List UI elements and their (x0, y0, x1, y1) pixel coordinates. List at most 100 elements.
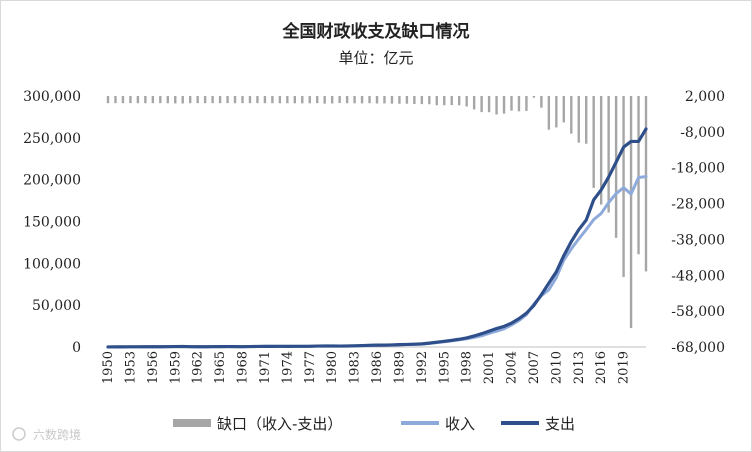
deficit-bar (353, 96, 356, 104)
x-tick-label: 2016 (594, 351, 609, 384)
deficit-bar (607, 96, 610, 213)
deficit-bar (174, 96, 177, 104)
deficit-bar (263, 96, 267, 104)
deficit-bar (368, 96, 371, 104)
x-tick-label: 2001 (482, 351, 497, 384)
deficit-bar (510, 96, 513, 111)
deficit-bar (443, 96, 446, 106)
deficit-bar (472, 96, 476, 110)
legend-swatch (173, 419, 211, 427)
legend: 缺口（收入-支出） 收入 支出 (173, 415, 575, 433)
deficit-bar (151, 96, 155, 104)
deficit-bar (345, 96, 349, 104)
x-tick-label: 2013 (572, 351, 587, 384)
series-lines (106, 127, 648, 349)
deficit-bar (428, 96, 431, 105)
deficit-bar (218, 96, 222, 104)
deficit-bar (532, 96, 536, 98)
deficit-bar (540, 96, 543, 108)
deficit-bar (271, 96, 274, 104)
deficit-bar (241, 96, 244, 104)
x-tick-label: 1998 (460, 351, 475, 384)
deficit-bar (465, 96, 468, 107)
y-left-tick-label: 300,000 (23, 89, 81, 105)
legend-label: 缺口（收入-支出） (217, 415, 342, 433)
deficit-bar (278, 96, 282, 104)
y-right-tick-label: 2,000 (685, 89, 725, 105)
deficit-bar (398, 96, 401, 104)
y-right-tick-label: -48,000 (671, 268, 725, 284)
deficit-bar (233, 96, 237, 104)
deficit-bar (555, 96, 558, 128)
y-left-tick-label: 0 (72, 340, 81, 356)
deficit-bar (338, 96, 341, 104)
deficit-bar (383, 96, 386, 104)
deficit-bar (525, 96, 528, 111)
x-tick-label: 1983 (348, 351, 363, 384)
x-tick-label: 1959 (168, 351, 183, 384)
x-tick-label: 1992 (415, 351, 430, 384)
x-tick-label: 1974 (280, 351, 295, 384)
deficit-bar (570, 96, 573, 134)
deficit-bar (585, 96, 588, 144)
deficit-bar (360, 96, 364, 104)
revenue-line (106, 175, 648, 349)
deficit-bar (129, 96, 132, 104)
deficit-bar (413, 96, 416, 105)
deficit-bar (293, 96, 297, 104)
deficit-bar (256, 96, 259, 104)
deficit-bar (644, 96, 648, 272)
legend-item-deficit: 缺口（收入-支出） (173, 415, 342, 433)
legend-item-revenue: 收入 (401, 415, 475, 433)
chart-title: 全国财政收支及缺口情况 (282, 21, 470, 42)
chart-subtitle: 单位：亿元 (338, 49, 413, 67)
y-left-tick-label: 100,000 (23, 256, 81, 272)
deficit-bar (629, 96, 633, 329)
x-tick-label: 1956 (146, 351, 161, 384)
watermark: 六数跨境 (12, 427, 81, 442)
deficit-bar (308, 96, 311, 104)
deficit-bar (405, 96, 409, 104)
axes: 300,000 250,000 200,000 150,000 100,000 50,00… (23, 89, 725, 384)
x-tick-label: 1968 (236, 351, 251, 384)
deficit-bar (457, 96, 461, 106)
deficit-bar (159, 96, 162, 104)
x-tick-label: 1986 (370, 351, 385, 384)
x-tick-label: 1989 (392, 351, 407, 384)
legend-label: 收入 (445, 415, 475, 433)
watermark-text: 六数跨境 (33, 427, 81, 442)
x-tick-label: 1980 (325, 351, 340, 384)
y-right-tick-label: -68,000 (671, 340, 725, 356)
x-tick-label: 2019 (617, 351, 632, 384)
x-tick-label: 1962 (191, 351, 206, 384)
deficit-bar (136, 96, 140, 104)
deficit-bar (144, 96, 147, 104)
y-right-tick-label: -18,000 (671, 161, 725, 177)
deficit-bar (547, 96, 551, 130)
deficit-bar (226, 96, 229, 104)
deficit-bar (592, 96, 595, 188)
y-right-tick-label: -28,000 (671, 197, 725, 213)
legend-item-expenditure: 支出 (501, 415, 575, 433)
deficit-bar (188, 96, 192, 104)
watermark-logo-icon (12, 427, 26, 441)
deficit-bar (599, 96, 603, 205)
y-left-tick-label: 50,000 (32, 298, 81, 314)
x-tick-label: 2010 (549, 351, 564, 384)
x-tick-label: 2007 (527, 351, 542, 384)
deficit-bar (420, 96, 424, 105)
deficit-bar (562, 96, 566, 123)
y-right-tick-label: -8,000 (680, 125, 725, 141)
deficit-bar (106, 96, 110, 104)
x-tick-label: 1971 (258, 351, 273, 384)
deficit-bar (480, 96, 483, 113)
deficit-bar (323, 96, 326, 104)
deficit-bar (166, 96, 169, 104)
deficit-bar (450, 96, 453, 106)
x-tick-label: 1950 (101, 351, 116, 384)
y-right-tick-label: -58,000 (671, 304, 725, 320)
deficit-bar (316, 96, 319, 104)
deficit-bar (390, 96, 394, 104)
